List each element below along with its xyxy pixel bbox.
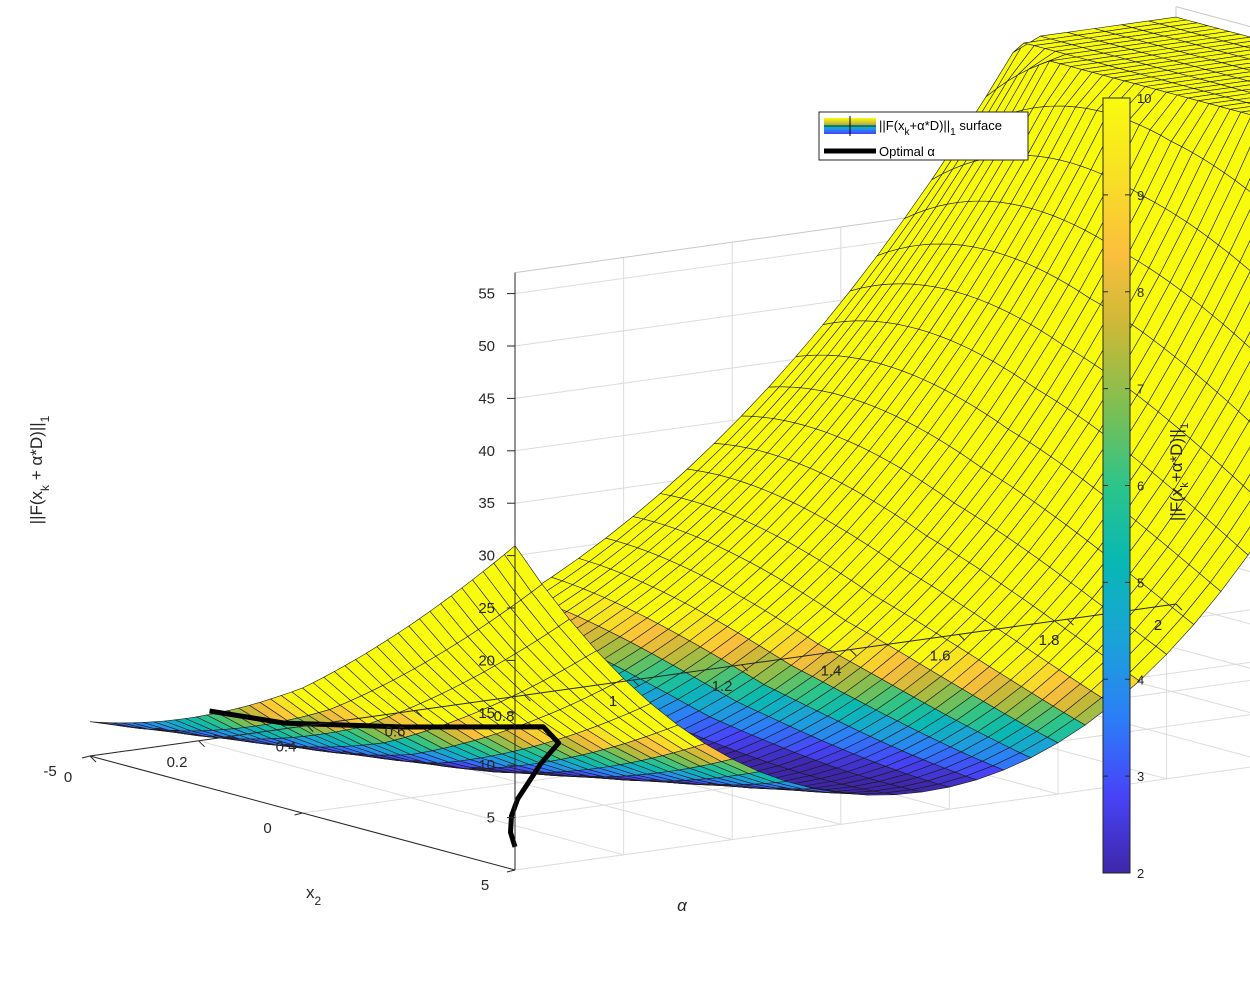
- x-tick-label: 0.8: [494, 708, 515, 725]
- y-tick-mark: [506, 869, 516, 873]
- x-tick-mark: [306, 725, 314, 732]
- y-tick-mark: [81, 755, 91, 759]
- surface-patch: [1226, 500, 1250, 547]
- z-axis-label: ||F(xk + α*D)||1: [27, 415, 52, 524]
- x-tick-label: 1: [609, 693, 617, 710]
- surface-patch: [1225, 93, 1250, 101]
- surface-patch: [1238, 54, 1250, 60]
- x-tick-mark: [1067, 618, 1074, 626]
- x-tick-mark: [198, 740, 205, 748]
- x-tick-label: 1.2: [712, 678, 733, 695]
- y-axis-label-subscript: 2: [315, 894, 322, 908]
- surface-patch: [1234, 146, 1250, 189]
- surface-patch: [1226, 71, 1250, 79]
- z-tick-label: 5: [487, 810, 495, 827]
- x-tick-label: 0: [64, 769, 72, 786]
- optimal-alpha-curve-layer: [209, 708, 562, 848]
- colorbar-tick-label: 9: [1137, 188, 1144, 203]
- colorbar-tick-label: 2: [1137, 866, 1144, 881]
- svg-text:x2: x2: [306, 883, 322, 908]
- z-tick-label: 15: [478, 705, 495, 722]
- x-tick-label: 2: [1154, 617, 1162, 634]
- surface-patch: [1227, 361, 1250, 412]
- z-tick-label: 35: [478, 495, 495, 512]
- y-tick-label: 5: [481, 877, 489, 894]
- legend-entry-surface: ||F(xk+α*D)||1 surface: [824, 116, 1002, 138]
- colorbar-tick-label: 4: [1137, 672, 1144, 687]
- surface-patch: [1246, 101, 1250, 104]
- x-axis-label: α: [677, 896, 688, 915]
- surface-patch: [1227, 49, 1250, 57]
- colorbar-tick-label: 8: [1137, 285, 1144, 300]
- surface-patch: [1238, 390, 1250, 422]
- surface-patch: [1244, 45, 1250, 49]
- surface-patch: [1233, 301, 1250, 344]
- svg-text:Optimal α: Optimal α: [879, 144, 935, 159]
- colorbar-ticks: 2 3 4 5 6 7 8 9 10: [1103, 91, 1151, 881]
- z-tick-label: 50: [478, 338, 495, 355]
- surface-patch: [1237, 75, 1250, 82]
- legend: ||F(xk+α*D)||1 surface Optimal α: [818, 111, 1029, 161]
- surface-patch: [1232, 62, 1250, 69]
- surface-patch: [1236, 97, 1250, 103]
- x-tick-mark: [524, 694, 531, 702]
- x-tick-label: 1.4: [821, 663, 842, 680]
- colorbar-tick-label: 7: [1137, 382, 1144, 397]
- surface-patch: [1245, 178, 1250, 193]
- svg-text:||F(xk+α*D)||1: ||F(xk+α*D)||1: [1167, 423, 1191, 521]
- surface-patch: [1242, 474, 1250, 493]
- axes-layer: 00.20.40.60.811.21.41.61.8250-5510152025…: [43, 272, 1183, 894]
- surface-patch: [1244, 331, 1250, 349]
- x-tick-label: 0.2: [167, 754, 188, 771]
- surface-patch: [1230, 106, 1250, 113]
- surface-patch: [1228, 209, 1250, 263]
- colorbar: 2 3 4 5 6 7 8 9 10 ||F(xk+α*D)||1: [1102, 91, 1191, 881]
- surface-patch: [1223, 36, 1250, 45]
- surface-layer: [89, 16, 1250, 796]
- colorbar-tick-label: 10: [1137, 91, 1151, 106]
- y-tick-label: -5: [43, 763, 56, 780]
- surface-patch: [1231, 84, 1250, 91]
- y-axis-label-main: x: [306, 883, 315, 902]
- z-tick-label: 40: [478, 443, 495, 460]
- colorbar-label: ||F(xk+α*D)||1: [1167, 423, 1191, 521]
- x-tick-mark: [632, 679, 640, 687]
- x-tick-mark: [415, 710, 423, 717]
- x-tick-mark: [849, 649, 857, 656]
- y-axis-label: x2: [306, 883, 322, 908]
- y-tick-mark: [294, 812, 303, 816]
- x-tick-label: 0.4: [276, 739, 297, 756]
- colorbar-tick-label: 5: [1137, 575, 1144, 590]
- x-tick-mark: [1175, 603, 1183, 611]
- z-tick-label: 55: [478, 286, 495, 303]
- surface-patch: [1237, 526, 1250, 556]
- x-tick-mark: [89, 755, 97, 763]
- z-tick-label: 20: [478, 652, 495, 669]
- surface-patch: [1243, 67, 1250, 71]
- legend-entry-optimal-alpha: Optimal α: [824, 144, 935, 159]
- svg-text:||F(xk+α*D)||1 surface: ||F(xk+α*D)||1 surface: [879, 118, 1002, 138]
- surface-patch: [1224, 117, 1250, 181]
- z-tick-label: 25: [478, 600, 495, 617]
- surface-patch: [1242, 88, 1250, 93]
- x-tick-label: 1.6: [930, 647, 951, 664]
- x-tick-label: 0.6: [385, 723, 406, 740]
- x-tick-label: 1.8: [1039, 632, 1060, 649]
- z-tick-label: 45: [478, 390, 495, 407]
- surface-patch: [1233, 41, 1250, 47]
- y-tick-label: 0: [263, 820, 271, 837]
- colorbar-tick-label: 3: [1137, 769, 1144, 784]
- z-tick-label: 10: [478, 757, 495, 774]
- surface-patch: [1232, 446, 1250, 487]
- surface-patch: [1222, 271, 1250, 334]
- z-tick-label: 30: [478, 548, 495, 565]
- svg-text:||F(xk + α*D)||1: ||F(xk + α*D)||1: [27, 415, 52, 524]
- x-tick-mark: [741, 664, 748, 672]
- colorbar-tick-label: 6: [1137, 479, 1144, 494]
- surface-patch: [1240, 110, 1250, 115]
- x-tick-mark: [958, 634, 966, 641]
- surface-patch: [1239, 239, 1250, 272]
- optimal-alpha-line: [209, 708, 562, 848]
